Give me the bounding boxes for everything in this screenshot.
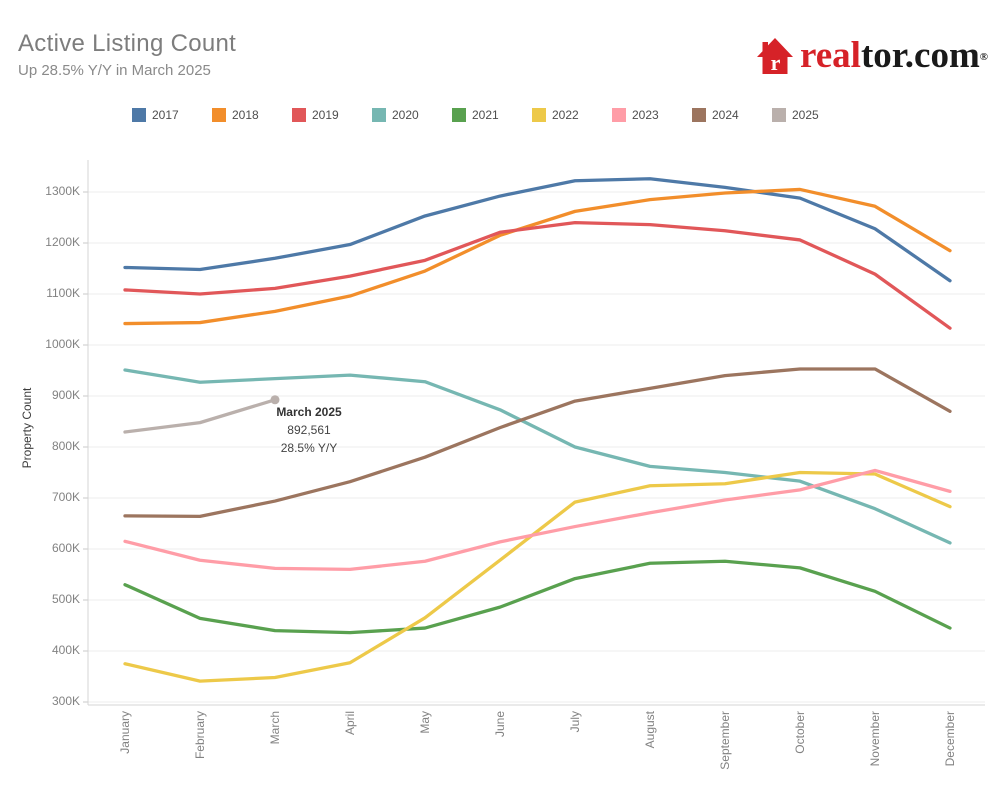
legend-label: 2024 <box>712 108 739 122</box>
y-tick-label: 900K <box>51 388 80 402</box>
x-tick-label-december: December <box>943 711 957 767</box>
legend-item-2020[interactable]: 2020 <box>372 108 452 122</box>
legend-swatch-2019 <box>292 108 306 122</box>
registered-trademark: ® <box>979 51 988 63</box>
series-line-2018[interactable] <box>123 187 952 326</box>
annotation-value: 892,561 <box>287 423 331 437</box>
y-axis-title: Property Count <box>20 387 34 469</box>
y-tick-label: 1100K <box>46 286 80 300</box>
series-line-2024[interactable] <box>123 367 952 519</box>
y-tick-label: 300K <box>51 694 80 708</box>
page-subtitle: Up 28.5% Y/Y in March 2025 <box>18 62 211 79</box>
y-tick-label: 600K <box>51 541 80 555</box>
x-tick-label-january: January <box>118 711 132 754</box>
series-line-2023[interactable] <box>123 468 952 572</box>
x-tick-label-march: March <box>268 711 282 745</box>
annotation-title: March 2025 <box>276 405 342 419</box>
annotation-change: 28.5% Y/Y <box>280 441 338 455</box>
legend-label: 2017 <box>152 108 179 122</box>
y-tick-label: 700K <box>51 490 80 504</box>
legend-item-2021[interactable]: 2021 <box>452 108 532 122</box>
legend-swatch-2022 <box>532 108 546 122</box>
series-end-marker-2025[interactable] <box>270 395 280 405</box>
legend-swatch-2017 <box>132 108 146 122</box>
legend-label: 2018 <box>232 108 259 122</box>
realtor-logo: r real tor.com ® <box>755 36 988 76</box>
y-tick-label: 1000K <box>45 337 80 351</box>
series-line-2021[interactable] <box>123 559 952 635</box>
logo-text-real: real <box>799 35 861 76</box>
series-line-2017[interactable] <box>123 177 952 283</box>
y-tick-label: 500K <box>51 592 80 606</box>
svg-text:r: r <box>771 50 781 75</box>
legend-label: 2023 <box>632 108 659 122</box>
legend-swatch-2024 <box>692 108 706 122</box>
logo-text-torcom: tor.com <box>860 35 980 76</box>
legend-item-2022[interactable]: 2022 <box>532 108 612 122</box>
series-line-2019[interactable] <box>123 220 952 330</box>
x-tick-label-may: May <box>418 711 432 734</box>
march-2025-annotation: March 2025 892,561 28.5% Y/Y <box>248 403 370 457</box>
legend-item-2024[interactable]: 2024 <box>692 108 772 122</box>
legend-label: 2019 <box>312 108 339 122</box>
x-tick-label-july: July <box>568 711 582 733</box>
x-tick-label-september: September <box>718 711 732 770</box>
x-tick-label-november: November <box>868 711 882 767</box>
series-line-2022[interactable] <box>123 470 952 683</box>
legend-swatch-2020 <box>372 108 386 122</box>
x-tick-label-april: April <box>343 711 357 736</box>
legend-item-2018[interactable]: 2018 <box>212 108 292 122</box>
series-line-2025[interactable] <box>123 398 277 434</box>
y-tick-label: 800K <box>51 439 80 453</box>
legend-label: 2020 <box>392 108 419 122</box>
x-tick-label-october: October <box>793 711 807 754</box>
y-tick-label: 1200K <box>45 235 80 249</box>
legend-item-2025[interactable]: 2025 <box>772 108 852 122</box>
x-tick-label-february: February <box>193 711 207 760</box>
legend-swatch-2021 <box>452 108 466 122</box>
legend-label: 2022 <box>552 108 579 122</box>
legend-swatch-2023 <box>612 108 626 122</box>
legend-label: 2025 <box>792 108 819 122</box>
legend-label: 2021 <box>472 108 499 122</box>
page-title: Active Listing Count <box>18 30 237 57</box>
y-tick-label: 1300K <box>45 184 80 198</box>
realtor-house-icon: r <box>756 38 793 75</box>
x-tick-label-june: June <box>493 711 507 738</box>
legend-swatch-2018 <box>212 108 226 122</box>
y-tick-label: 400K <box>51 643 80 657</box>
x-tick-label-august: August <box>643 711 657 749</box>
legend-swatch-2025 <box>772 108 786 122</box>
legend-item-2023[interactable]: 2023 <box>612 108 692 122</box>
legend-item-2017[interactable]: 2017 <box>132 108 212 122</box>
legend: 2017 2018 2019 2020 2021 2022 2023 2024 2025 <box>132 108 852 122</box>
legend-item-2019[interactable]: 2019 <box>292 108 372 122</box>
